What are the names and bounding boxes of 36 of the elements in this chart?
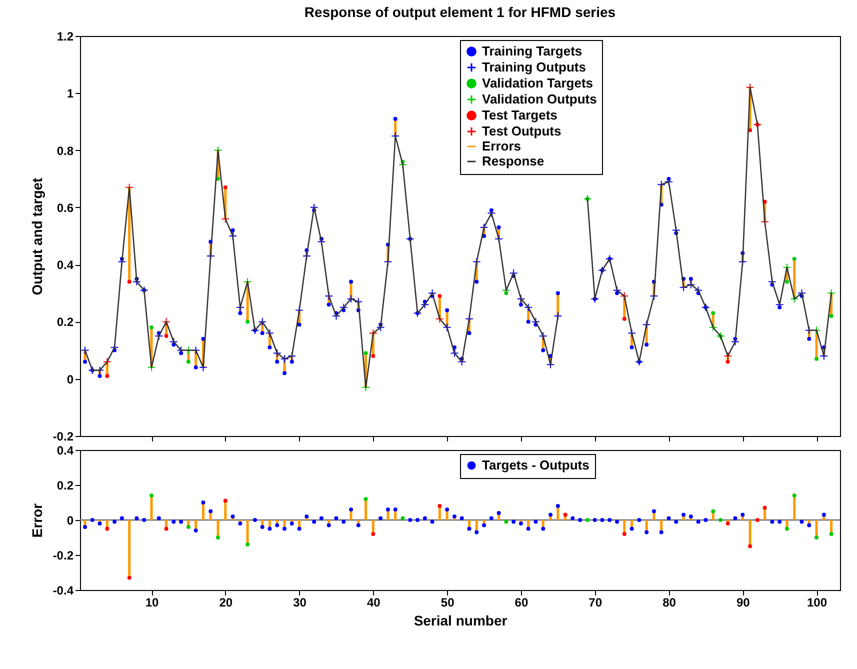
y-tick-label: 0.2 [56,478,74,492]
legend-label: Training Outputs [482,60,586,74]
y-tick-label: 1.2 [56,30,74,44]
y-axis-title: Error [28,502,45,538]
legend-label: Response [482,154,544,168]
y-tick-label: -0.2 [52,548,74,562]
x-tick-label: 30 [293,596,307,610]
x-tick-label: 50 [440,596,455,610]
x-tick-label: 40 [367,596,381,610]
legend-label: Training Targets [482,44,582,58]
x-tick-label: 70 [588,596,602,610]
y-tick-label: 0.8 [56,144,74,158]
y-tick-label: -0.4 [52,584,74,598]
y-tick-label: 0 [66,514,74,528]
legend-label: Validation Outputs [482,92,597,106]
y-axis-title: Output and target [28,177,45,296]
x-axis-title: Serial number [414,612,508,628]
x-tick-label: 10 [145,596,159,610]
x-tick-label: 60 [514,596,528,610]
x-tick-label: 100 [807,596,828,610]
x-tick-label: 80 [662,596,676,610]
chart-title: Response of output element 1 for HFMD series [304,4,616,20]
y-tick-label: 0.4 [56,444,74,458]
legend-label: Test Outputs [482,124,562,138]
y-tick-label: 0.4 [56,258,74,272]
legend-label: Errors [482,138,522,154]
legend-label: Targets - Outputs [482,458,590,472]
legend-label: Test Targets [482,108,558,122]
y-tick-label: 0.6 [56,200,74,215]
y-tick-label: 0 [66,372,74,386]
legend-label: Validation Targets [482,76,594,90]
y-tick-label: -0.2 [52,430,74,444]
x-tick-label: 20 [219,596,233,610]
x-tick-label: 90 [736,596,750,610]
y-tick-label: 1 [66,86,74,101]
y-tick-label: 0.2 [56,315,74,330]
